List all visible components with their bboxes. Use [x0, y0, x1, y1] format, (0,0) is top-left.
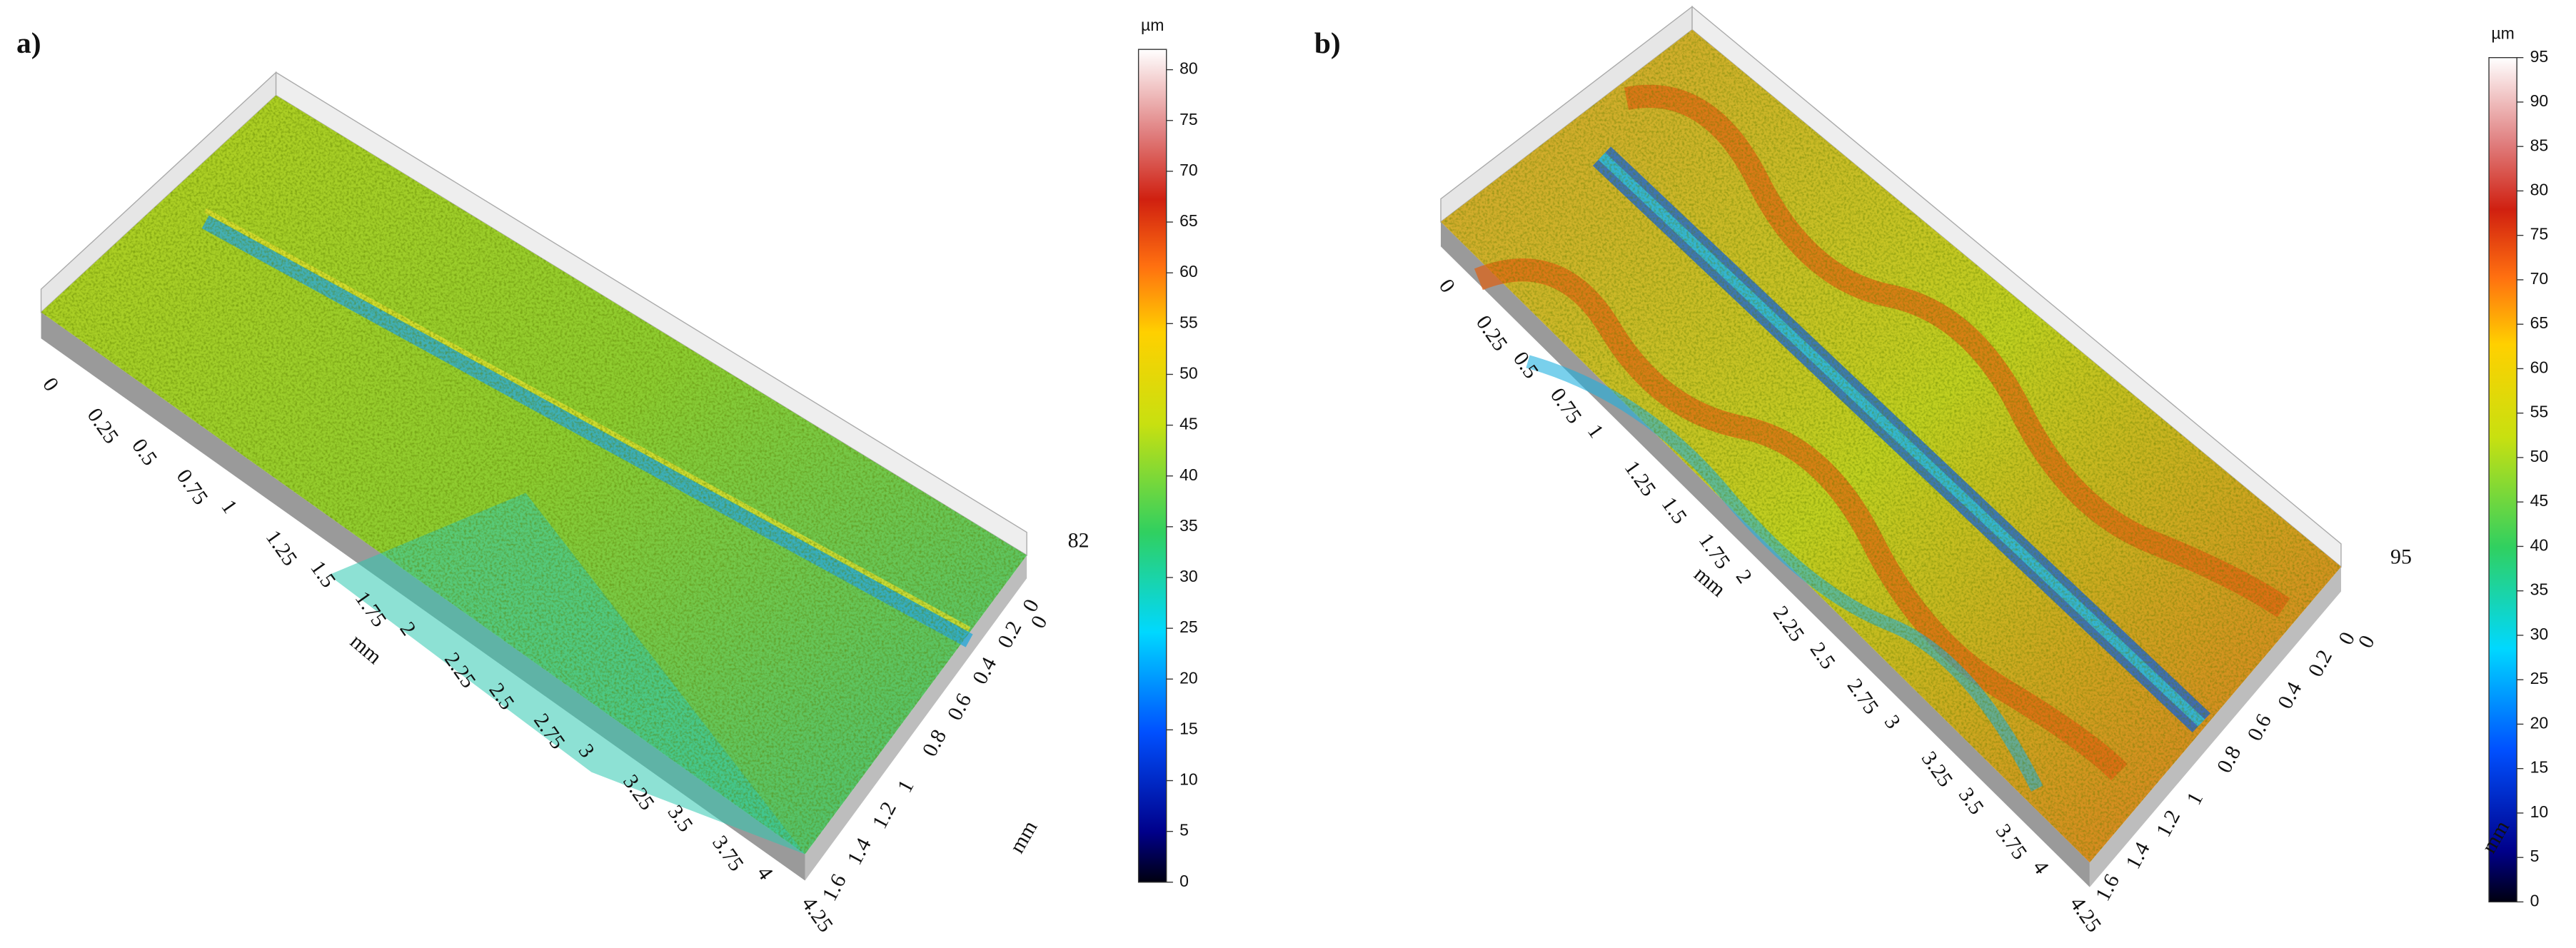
colorbar-unit: µm — [2491, 24, 2514, 43]
y-tick-label: 0.6 — [2243, 710, 2276, 745]
x-tick-label: 2.75 — [1843, 675, 1883, 719]
x-tick-label: 4.25 — [2066, 892, 2106, 937]
x-tick-label: 3.75 — [708, 832, 748, 876]
colorbar-tick-label: 50 — [2530, 447, 2549, 465]
panel-label: b) — [1314, 26, 1341, 60]
colorbar-tick-label: 45 — [1179, 415, 1198, 433]
y-axis-title: mm — [1005, 817, 1042, 857]
x-tick-label: 0 — [38, 373, 64, 395]
x-tick-label: 0.5 — [127, 435, 161, 470]
colorbar-tick-label: 70 — [1179, 161, 1198, 179]
colorbar-tick-label: 75 — [1179, 110, 1198, 128]
colorbar-tick-label: 5 — [2530, 847, 2540, 865]
x-axis-title: mm — [346, 630, 386, 669]
x-tick-label: 1 — [1583, 420, 1609, 443]
surface-a — [40, 71, 1027, 881]
x-tick-label: 0.5 — [1509, 348, 1543, 383]
colorbar-tick-label: 0 — [1179, 872, 1189, 890]
colorbar-tick-label: 55 — [1179, 313, 1198, 331]
colorbar-tick-label: 65 — [2530, 313, 2549, 332]
x-tick-label: 1 — [216, 495, 242, 518]
colorbar-tick-label: 85 — [2530, 136, 2549, 154]
colorbar-tick-label: 60 — [1179, 262, 1198, 281]
y-tick-label: 0.6 — [943, 690, 977, 725]
y-tick-label: 0.4 — [2273, 678, 2307, 713]
x-tick-label: 0.25 — [1471, 311, 1512, 356]
y-tick-label: 0.2 — [2303, 646, 2337, 681]
colorbar-unit: µm — [1141, 16, 1164, 34]
colorbar-tick-label: 50 — [1179, 364, 1198, 383]
y-tick-label: 0.4 — [968, 653, 1002, 688]
x-tick-label: 3.5 — [1954, 783, 1988, 819]
x-tick-label: 2.5 — [1806, 638, 1840, 674]
x-axis-title: mm — [1689, 562, 1730, 601]
colorbar-tick-label: 90 — [2530, 91, 2549, 110]
x-tick-label: 0.25 — [83, 404, 124, 448]
y-tick-label: 1.4 — [842, 834, 876, 869]
y-tick-label: 1 — [2182, 788, 2208, 809]
colorbar-tick-label: 10 — [1179, 770, 1198, 789]
colorbar-tick-label: 35 — [2530, 580, 2549, 599]
x-tick-label: 4 — [753, 862, 778, 884]
colorbar-tick-label: 35 — [1179, 516, 1198, 535]
colorbar-tick-label: 65 — [1179, 211, 1198, 230]
x-tick-label: 3 — [1880, 711, 1906, 733]
panel-label: a) — [16, 26, 41, 60]
surface-b — [1440, 5, 2342, 887]
z-tick-label: 82 — [1068, 528, 1090, 552]
colorbar-tick-label: 20 — [1179, 668, 1198, 687]
z-tick-label: 0 — [2354, 632, 2380, 652]
x-tick-label: 2.25 — [1769, 602, 1809, 646]
colorbar-tick-label: 0 — [2530, 891, 2540, 909]
x-tick-label: 0.75 — [172, 465, 213, 509]
colorbar-tick-label: 10 — [2530, 802, 2549, 821]
y-tick-label: 1.6 — [817, 870, 851, 905]
z-tick-label: 95 — [2390, 545, 2412, 568]
colorbar-tick-label: 25 — [2530, 669, 2549, 687]
colorbar-tick-label: 80 — [1179, 59, 1198, 78]
x-tick-label: 4 — [2028, 856, 2054, 878]
y-tick-label: 1.2 — [2152, 806, 2185, 841]
colorbar-tick-label: 20 — [2530, 713, 2549, 732]
colorbar-tick-label: 60 — [2530, 358, 2549, 377]
y-tick-label: 0.8 — [2213, 742, 2246, 777]
y-tick-label: 0.2 — [993, 617, 1027, 652]
colorbar-tick-label: 15 — [2530, 758, 2549, 777]
colorbar-tick-label: 75 — [2530, 225, 2549, 243]
colorbar-a — [1137, 49, 1167, 883]
x-tick-label: 0 — [1434, 275, 1460, 297]
colorbar-tick-label: 25 — [1179, 617, 1198, 636]
colorbar-tick-label: 30 — [1179, 567, 1198, 585]
colorbar-tick-label: 15 — [1179, 719, 1198, 737]
colorbar-tick-label: 55 — [2530, 403, 2549, 421]
x-tick-label: 1.25 — [1620, 456, 1661, 500]
x-tick-label: 3.75 — [1991, 820, 2032, 864]
colorbar-tick-label: 95 — [2530, 47, 2549, 66]
x-tick-label: 0.75 — [1546, 384, 1586, 428]
x-tick-label: 2 — [1731, 565, 1757, 588]
colorbar-tick-label: 40 — [2530, 536, 2549, 555]
x-tick-label: 1.25 — [261, 526, 302, 570]
y-tick-label: 1.2 — [867, 798, 901, 833]
colorbar-tick-label: 70 — [2530, 269, 2549, 288]
x-tick-label: 1.5 — [1657, 493, 1691, 528]
y-tick-label: 0.8 — [917, 726, 951, 761]
x-tick-label: 1.5 — [306, 557, 340, 592]
colorbar-tick-label: 5 — [1179, 821, 1189, 839]
colorbar-b — [2488, 57, 2517, 903]
x-tick-label: 3.25 — [1917, 747, 1958, 792]
colorbar-tick-label: 45 — [2530, 491, 2549, 510]
colorbar-tick-label: 30 — [2530, 625, 2549, 643]
colorbar-tick-label: 80 — [2530, 181, 2549, 199]
colorbar-tick-label: 40 — [1179, 465, 1198, 484]
y-tick-label: 1 — [892, 776, 918, 797]
